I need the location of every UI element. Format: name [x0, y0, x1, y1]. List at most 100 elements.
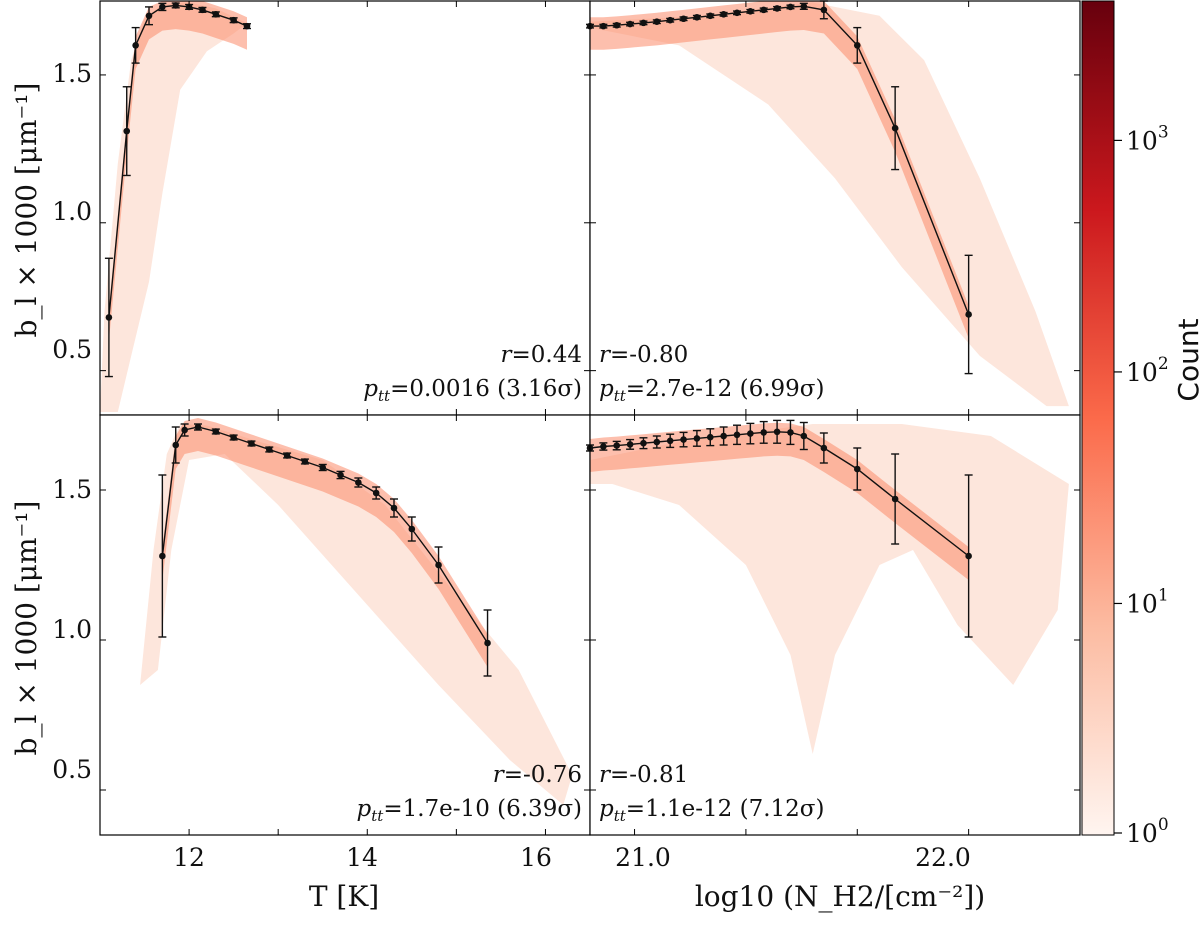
binned-mean-point — [145, 12, 153, 20]
binned-mean-point — [408, 525, 416, 533]
binned-mean-point — [760, 429, 768, 436]
y-ticks-row2: 1.5 1.0 0.5 — [52, 475, 92, 784]
y-tick-label: 1.5 — [52, 475, 92, 504]
binned-mean-point — [666, 437, 674, 445]
binned-mean-point — [820, 444, 828, 452]
binned-mean-point — [773, 5, 781, 12]
binned-mean-point — [600, 22, 607, 30]
binned-mean-point — [733, 9, 741, 17]
binned-mean-point — [747, 430, 754, 437]
sigma-value: (6.99σ) — [740, 376, 825, 402]
y-tick-label: 1.0 — [52, 197, 92, 226]
binned-mean-point — [720, 11, 727, 18]
binned-mean-point — [693, 13, 701, 21]
colorbar-tick-label: 100 — [1126, 815, 1169, 848]
colorbar: 103 102 101 100 Count — [1081, 0, 1200, 848]
x-tick-label: 16 — [520, 843, 552, 872]
sigma-value: (6.39σ) — [497, 796, 582, 822]
panel-top-left — [99, 0, 591, 416]
binned-mean-point — [248, 440, 255, 447]
y-ticks-row1: 1.5 1.0 0.5 — [52, 59, 92, 364]
density-core — [108, 1, 248, 342]
p-value: 2.7e-12 — [645, 376, 732, 402]
x-ticks-left: 12 14 16 — [173, 843, 552, 872]
x-axis-label-left: T [K] — [309, 880, 379, 913]
binned-mean-point — [372, 489, 380, 497]
binned-mean-point — [787, 3, 794, 11]
binned-mean-bottom-right — [586, 419, 973, 638]
binned-mean-point — [820, 6, 828, 14]
p-value: 1.1e-12 — [645, 796, 732, 822]
p-value: 1.7e-10 — [403, 796, 490, 822]
binned-mean-point — [653, 18, 661, 26]
binned-mean-point — [853, 42, 861, 49]
x-tick-label: 22.0 — [915, 843, 971, 872]
colorbar-ticks: 103 102 101 100 — [1114, 122, 1169, 848]
binned-mean-point — [319, 464, 327, 471]
binned-mean-point — [720, 432, 727, 440]
binned-mean-point — [787, 429, 794, 436]
binned-mean-point — [653, 438, 661, 446]
x-axis-label-right: log10 (N_H2/[cm⁻²]) — [695, 880, 985, 913]
binned-mean-point — [800, 3, 808, 10]
svg-text:r=0.44: r=0.44 — [501, 342, 583, 368]
binned-mean-point — [733, 431, 741, 439]
y-tick-label: 0.5 — [52, 335, 92, 364]
colorbar-tick-label: 102 — [1126, 354, 1169, 387]
density-region — [100, 2, 247, 412]
binned-mean-point — [773, 428, 781, 436]
binned-mean-point — [693, 435, 701, 442]
svg-text:r=-0.80: r=-0.80 — [599, 342, 688, 368]
binned-mean-point — [132, 42, 139, 49]
binned-mean-point — [626, 441, 634, 448]
binned-mean-point — [283, 452, 291, 459]
binned-mean-point — [640, 19, 647, 27]
x-tick-label: 12 — [173, 843, 205, 872]
binned-mean-point — [337, 471, 344, 479]
density-bottom-right — [590, 422, 1069, 754]
binned-mean-point — [965, 552, 972, 560]
density-top-right — [590, 1, 1069, 407]
binned-mean-point — [484, 639, 491, 647]
density-top-left — [100, 1, 248, 412]
svg-text:ptt=2.7e-12 (6.99σ): ptt=2.7e-12 (6.99σ) — [599, 376, 824, 405]
binned-mean-point — [230, 16, 237, 24]
binned-mean-point — [760, 6, 768, 14]
binned-mean-top-left — [104, 2, 251, 378]
binned-mean-point — [212, 11, 220, 18]
binned-mean-point — [265, 446, 273, 453]
colorbar-tick-label: 103 — [1126, 122, 1169, 155]
colorbar-gradient — [1081, 0, 1115, 836]
x-ticks-right: 21.0 22.0 — [615, 843, 971, 872]
y-tick-label: 0.5 — [52, 755, 92, 784]
density-core — [590, 1, 969, 339]
density-region — [140, 424, 573, 805]
binned-mean-point — [800, 432, 808, 440]
binned-mean-point — [613, 442, 621, 449]
y-tick-label: 1.5 — [52, 59, 92, 88]
binned-mean-point — [965, 311, 972, 318]
binned-mean-point — [626, 20, 634, 28]
binned-mean-point — [172, 441, 180, 449]
stats-top-left: r=0.44 ptt=0.0016 (3.16σ) — [363, 342, 582, 405]
binned-mean-point — [891, 495, 899, 503]
panel-bottom-right — [586, 414, 1081, 836]
binned-mean-point — [230, 434, 237, 441]
binned-mean-point — [706, 12, 714, 20]
binned-mean-point — [172, 2, 180, 9]
binned-mean-point — [853, 465, 861, 473]
r-value: -0.76 — [523, 762, 582, 788]
binned-mean-point — [181, 426, 188, 434]
x-tick-label: 21.0 — [615, 843, 671, 872]
colorbar-label: Count — [1172, 318, 1200, 401]
p-value: 0.0016 — [409, 376, 489, 402]
binned-mean-point — [747, 8, 754, 15]
binned-mean-point — [199, 6, 206, 14]
binned-mean-point — [105, 314, 113, 321]
binned-mean-point — [212, 428, 220, 435]
panel-bottom-left — [99, 414, 591, 836]
svg-text:ptt=0.0016 (3.16σ): ptt=0.0016 (3.16σ) — [363, 376, 582, 405]
binned-mean-point — [680, 436, 687, 443]
